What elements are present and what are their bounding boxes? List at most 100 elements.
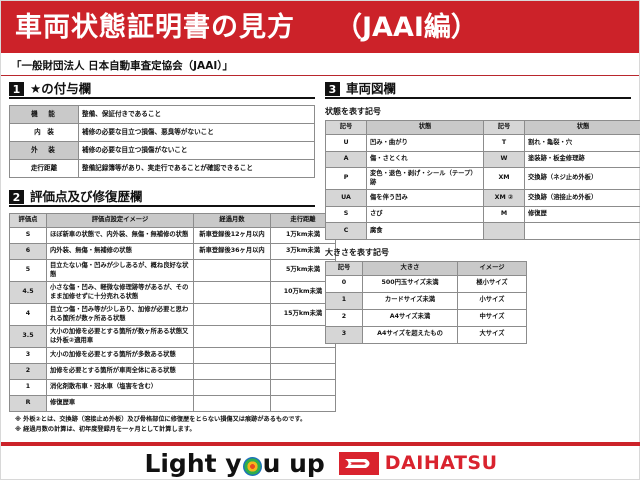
section-1-title: ★の付与欄 [30,82,91,96]
table-row: 3.5 大小の加修を必要とする箇所が数ヶ所ある状態又は外板②適用車 [10,326,336,348]
symbol-right: XM ② [484,190,525,207]
state-left: 凹み・曲がり [367,135,484,152]
star-row-label: 内 装 [10,124,79,142]
symbol-left: S [326,206,367,223]
table-row: S ほぼ新車の状態で、内外装、無傷・無補修の状態 新車登録後12ヶ月以内 1万k… [10,228,336,244]
table-row: UA 傷を伴う凹み XM ② 交換跡（溶接止め外板） [326,190,640,207]
table-row: 3 A4サイズを超えたもの 大サイズ [326,326,527,343]
table-header-row: 記号 状態 記号 状態 [326,121,640,135]
eval-score: 3.5 [10,326,47,348]
eval-score: 4 [10,304,47,326]
state-left: 変色・退色・剥げ・シール（テープ）跡 [367,168,484,190]
size-image: 小サイズ [458,292,527,309]
symbol-right [484,223,525,240]
state-right: 塗装跡・板金修理跡 [525,151,640,168]
page-title: 車両状態証明書の見方 [15,14,295,41]
column-header-months: 経過月数 [194,214,271,228]
section-3-number: 3 [325,82,340,96]
column-header-size-symbol: 記号 [326,261,363,275]
table-row: R 修復歴車 [10,396,336,412]
left-column: 1 ★の付与欄 機 能 整備、保証付きであること 内 装 補修の必要な目立つ損傷… [9,82,315,412]
symbol-left: UA [326,190,367,207]
size-image: 大サイズ [458,326,527,343]
eval-score: R [10,396,47,412]
table-row: 内 装 補修の必要な目立つ損傷、悪臭等がないこと [10,124,315,142]
symbol-left: A [326,151,367,168]
section-2-number: 2 [9,190,24,204]
eval-months [194,304,271,326]
eval-months [194,396,271,412]
star-row-label: 機 能 [10,106,79,124]
table-row: 走行距離 整備記録簿等があり、実走行であることが確認できること [10,160,315,178]
table-row: 機 能 整備、保証付きであること [10,106,315,124]
colored-ring-icon [243,457,262,476]
eval-image: 消化剤散布車・冠水車（塩害を含む） [47,380,194,396]
column-header-size: 大きさ [363,261,458,275]
symbol-right: M [484,206,525,223]
size-symbol: 1 [326,292,363,309]
section-3-title: 車両図欄 [346,82,396,96]
column-header-image: 評価点設定イメージ [47,214,194,228]
size-image: 極小サイズ [458,275,527,292]
eval-score: 5 [10,260,47,282]
symbol-right: XM [484,168,525,190]
size-symbol-table: 記号 大きさ イメージ 0 500円玉サイズ未満 極小サイズ 1 カードサイズ未… [325,261,527,344]
eval-image: 大小の加修を必要とする箇所が数ヶ所ある状態又は外板②適用車 [47,326,194,348]
symbol-left: C [326,223,367,240]
eval-months [194,348,271,364]
state-left: 腐食 [367,223,484,240]
size-image: 中サイズ [458,309,527,326]
table-row: A 傷・さとくれ W 塗装跡・板金修理跡 [326,151,640,168]
size-value: 500円玉サイズ未満 [363,275,458,292]
table-row: 3 大小の加修を必要とする箇所が多数ある状態 [10,348,336,364]
size-value: A4サイズ未満 [363,309,458,326]
size-symbol: 2 [326,309,363,326]
eval-image: 修復歴車 [47,396,194,412]
column-header-size-image: イメージ [458,261,527,275]
content-columns: 1 ★の付与欄 機 能 整備、保証付きであること 内 装 補修の必要な目立つ損傷… [1,76,639,412]
column-header-state-left: 状態 [367,121,484,135]
table-row: 1 消化剤散布車・冠水車（塩害を含む） [10,380,336,396]
table-header-row: 記号 大きさ イメージ [326,261,527,275]
eval-months [194,364,271,380]
state-right: 修復歴 [525,206,640,223]
table-row: C 腐食 [326,223,640,240]
footnote-2: ※ 経過月数の計算は、初年度登録月を一ヶ月として計算します。 [15,425,345,435]
star-row-desc: 補修の必要な目立つ損傷がないこと [79,142,315,160]
slogan-text-start: Light y [144,451,241,476]
symbol-right: T [484,135,525,152]
daihatsu-logo: DAIHATSU [339,452,498,475]
eval-image: 内外装、無傷・無補修の状態 [47,244,194,260]
page-title-suffix: （JAAI編） [335,14,478,41]
state-left: さび [367,206,484,223]
size-table-heading: 大きさを表す記号 [325,247,631,258]
eval-image: 小さな傷・凹み、軽微な修理跡等があるが、そのまま加修せずに十分売れる状態 [47,282,194,304]
eval-months [194,260,271,282]
table-row: 5 目立たない傷・凹みが少しあるが、概ね良好な状態 5万km未満 [10,260,336,282]
star-row-desc: 整備記録簿等があり、実走行であることが確認できること [79,160,315,178]
size-value: カードサイズ未満 [363,292,458,309]
eval-score: 4.5 [10,282,47,304]
eval-image: 目立つ傷・凹み等が少しあり、加修が必要と思われる箇所が数ヶ所ある状態 [47,304,194,326]
section-2-heading: 2 評価点及び修復歴欄 [9,190,315,207]
subtitle-row: 「一般財団法人 日本自動車査定協会（JAAI）」 [1,53,639,76]
header-band: 車両状態証明書の見方 （JAAI編） [1,1,639,53]
evaluation-score-table: 評価点 評価点設定イメージ 経過月数 走行距離 S ほぼ新車の状態で、内外装、無… [9,213,336,412]
right-column: 3 車両図欄 状態を表す記号 記号 状態 記号 状態 U 凹み・曲がり [325,82,631,412]
eval-image: 加修を必要とする箇所が車両全体にある状態 [47,364,194,380]
table-header-row: 評価点 評価点設定イメージ 経過月数 走行距離 [10,214,336,228]
eval-score: 1 [10,380,47,396]
state-right: 交換跡（ネジ止め外板） [525,168,640,190]
star-row-desc: 整備、保証付きであること [79,106,315,124]
eval-image: 大小の加修を必要とする箇所が多数ある状態 [47,348,194,364]
eval-score: S [10,228,47,244]
eval-months [194,326,271,348]
footnotes: ※ 外板②とは、交換跡（溶接止め外板）及び骨格部位に修復歴をとらない損傷又は痕跡… [15,415,345,435]
daihatsu-mark-icon [339,452,379,475]
table-row: 2 加修を必要とする箇所が車両全体にある状態 [10,364,336,380]
size-symbol: 0 [326,275,363,292]
section-2-title: 評価点及び修復歴欄 [30,190,143,204]
symbol-table-heading: 状態を表す記号 [325,106,631,117]
symbol-left: U [326,135,367,152]
state-left: 傷・さとくれ [367,151,484,168]
